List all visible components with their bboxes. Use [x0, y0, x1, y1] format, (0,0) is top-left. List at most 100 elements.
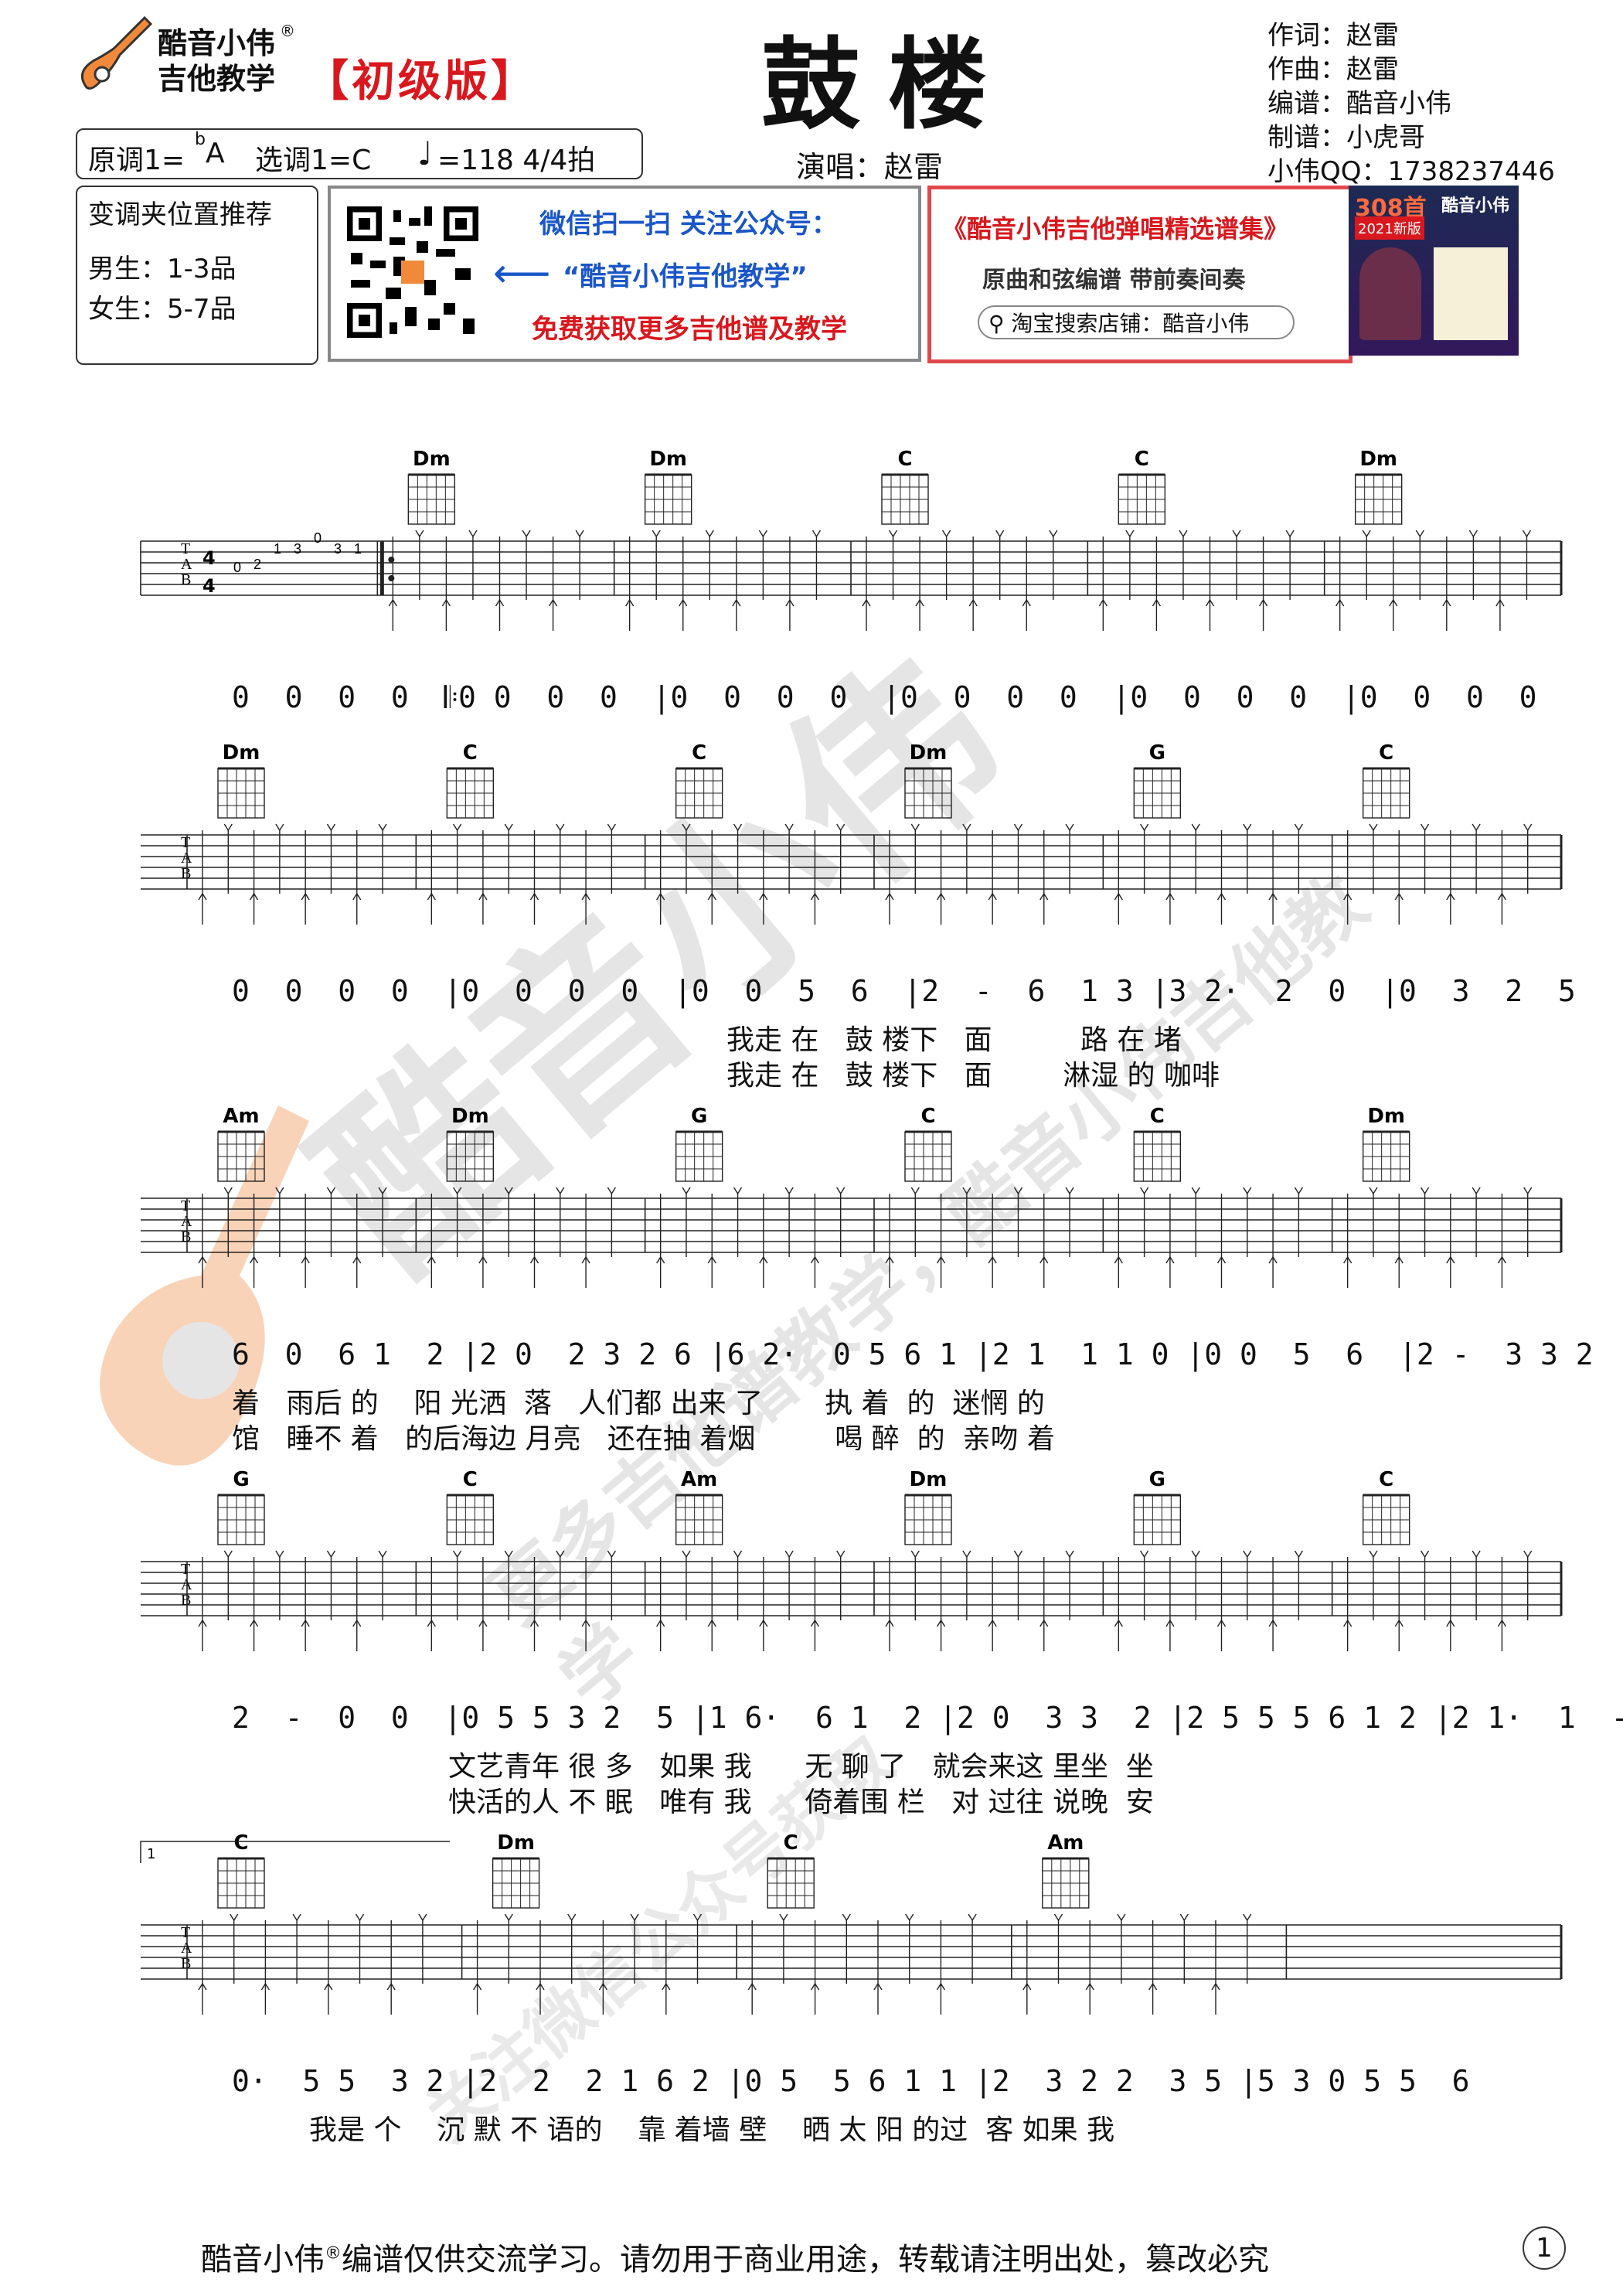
chord-diagram: C [1362, 1469, 1410, 1545]
chord-diagram: Dm [904, 742, 952, 819]
chord-diagram: C [1118, 448, 1166, 525]
qr-code-icon [343, 203, 482, 342]
capo-male: 男生：1-3品 [88, 254, 236, 284]
chord-diagram: G [675, 1105, 723, 1182]
system-3: TABAmDmGCCDm6 0 6 1 2 |2 0 2 3 2 6 |6 2·… [0, 1105, 1623, 1461]
promo-box: 《酷音小伟吉他弹唱精选谱集》 原曲和弦编谱 带前奏间奏 ⚲ 淘宝搜索店铺：酷音小… [927, 186, 1352, 363]
chord-name: C [1379, 742, 1393, 765]
intro-fret-number: 3 [294, 541, 301, 557]
chord-diagram: C [217, 1832, 265, 1909]
tab-clef-letter: T [181, 1197, 190, 1214]
book-panel [1434, 247, 1508, 340]
page-number: 1 [1523, 2226, 1566, 2270]
tab-clef-letter: T [181, 834, 190, 851]
chord-diagram: G [1133, 1469, 1182, 1545]
promo-title: 《酷音小伟吉他弹唱精选谱集》 [942, 214, 1289, 244]
tab-clef-letter: B [181, 1592, 191, 1609]
footer-brand: 酷音小伟 [201, 2242, 325, 2277]
chord-diagram: Dm [446, 1105, 495, 1182]
lyric-line-2: 我走 在 鼓 楼下 面 淋湿 的 咖啡 [726, 1060, 1220, 1092]
footer: 酷音小伟®编谱仅供交流学习。请勿用于商业用途，转载请注明出处，篡改必究 [201, 2234, 1269, 2279]
system-1: T A B Dm Dm C C Dm 0 2 1 3 0 3 1 4 4 0 0 0 0 𝄆0 0 0 0 |0 … [0, 448, 1623, 804]
jianpu-line: 0 0 0 0 |0 0 0 0 |0 0 5 6 |2 - 6 1 3 |3 … [232, 974, 1576, 1008]
chord-diagram: C [1362, 742, 1410, 819]
taobao-search[interactable]: ⚲ 淘宝搜索店铺：酷音小伟 [978, 305, 1295, 339]
chord-diagram: G [217, 1469, 265, 1545]
jianpu-line: 0· 5 5 3 2 |2 2 2 1 6 2 |0 5 5 6 1 1 |2 … [232, 2064, 1470, 2098]
chord-diagram: C [1133, 1105, 1182, 1182]
tab-staff: TABGCAmDmGC [141, 1469, 1563, 1651]
lyric-line-2: 快活的人 不 眠 唯有 我 倚着围 栏 对 过往 说晚 安 [448, 1787, 1154, 1818]
time-sig-bottom: 4 [202, 575, 216, 597]
chord-diagram: C [904, 1105, 952, 1182]
original-note: A [206, 138, 225, 169]
guitar-logo-icon [80, 15, 153, 90]
chord-name: Dm [1367, 1105, 1405, 1128]
lyric-line-1: 我走 在 鼓 楼下 面 路 在 堵 [726, 1024, 1182, 1056]
chord-diagram: C [767, 1832, 815, 1909]
jianpu-line: 0 0 0 0 𝄆0 0 0 0 |0 0 0 0 |0 0 0 0 |0 0 … [232, 680, 1537, 714]
tab-clef-letter: T [181, 540, 190, 557]
chord-diagram: G [1133, 742, 1182, 819]
time-sig-top: 4 [202, 547, 216, 569]
credit-lyricist: 作词：赵雷 [1267, 20, 1399, 51]
intro-fret-number: 3 [334, 541, 342, 557]
tab-clef-letter: T [181, 1924, 190, 1941]
wechat-line-3: 免费获取更多吉他谱及教学 [532, 314, 847, 345]
capo-box: 变调夹位置推荐 男生：1-3品 女生：5-7品 [76, 186, 318, 365]
song-title: 鼓楼 [761, 27, 1016, 143]
capo-female: 女生：5-7品 [88, 294, 236, 325]
book-portrait [1359, 247, 1421, 340]
tab-clef-letter: B [181, 1955, 191, 1972]
chord-name: Dm [910, 742, 948, 765]
logo: 酷音小伟 ® 吉他教学 [71, 14, 303, 107]
chord-name: C [920, 1105, 935, 1128]
chord-diagram: Am [675, 1469, 723, 1545]
tempo: =118 4/4拍 [437, 145, 596, 176]
quarter-note-icon: ♩ [417, 135, 433, 172]
intro-fret-number: 0 [314, 530, 322, 546]
intro-fret-number: 1 [354, 541, 362, 557]
system-2: TABDmCCDmGC0 0 0 0 |0 0 0 0 |0 0 5 6 |2 … [0, 742, 1623, 1098]
wechat-line-1: 微信扫一扫 关注公众号： [539, 209, 838, 240]
tab-clef-letter: B [181, 1228, 191, 1245]
arrow-left-icon: ⟵ [493, 250, 551, 297]
logo-line-2: 吉他教学 [158, 62, 276, 96]
jianpu-line: 2 - 0 0 |0 5 5 3 2 5 |1 6· 6 1 2 |2 0 3 … [232, 1701, 1623, 1735]
wechat-box: ⟵ 微信扫一扫 关注公众号： “酷音小伟吉他教学” 免费获取更多吉他谱及教学 [328, 186, 921, 362]
chord-name: Dm [910, 1469, 948, 1491]
chord-name: G [233, 1469, 249, 1491]
chord-name: C [233, 1832, 248, 1855]
credit-arranger: 编谱：酷音小伟 [1267, 88, 1451, 119]
wechat-line-2: “酷音小伟吉他教学” [563, 261, 808, 292]
intro-fret-number: 2 [253, 557, 261, 572]
jianpu-line: 6 0 6 1 2 |2 0 2 3 2 6 |6 2· 0 5 6 1 |2 … [232, 1337, 1594, 1371]
key-info: 原调1= b A 选调1=C ♩ =118 4/4拍 [76, 128, 643, 179]
lyric-line-1: 着 雨后 的 阳 光洒 落 人们都 出来 了 执 着 的 迷惘 的 [232, 1388, 1045, 1419]
system-4: TABGCAmDmGC2 - 0 0 |0 5 5 3 2 5 |1 6· 6 … [0, 1469, 1623, 1824]
chord-diagram: Dm [217, 742, 265, 819]
chord-diagram: C [881, 448, 929, 525]
lyric-line-1: 我是 个 沉 默 不 语的 靠 着墙 壁 晒 太 阳 的过 客 如果 我 [309, 2114, 1115, 2146]
credit-qq: 小伟QQ：1738237446 [1267, 156, 1555, 187]
chord-diagram: Am [217, 1105, 265, 1182]
footer-mark: ® [325, 2243, 342, 2264]
footer-notice: 编谱仅供交流学习。请勿用于商业用途，转载请注明出处，篡改必究 [342, 2242, 1269, 2277]
chord-name: Dm [413, 448, 451, 471]
lyric-line-2: 馆 睡不 着 的后海边 月亮 还在抽 着烟 喝 醉 的 亲吻 着 [232, 1423, 1055, 1455]
search-icon: ⚲ [988, 311, 1005, 336]
chord-diagram: Dm [644, 448, 692, 525]
capo-title: 变调夹位置推荐 [88, 199, 272, 230]
chord-name: G [691, 1105, 707, 1128]
chord-name: C [1135, 448, 1149, 471]
promo-subtitle: 原曲和弦编谱 带前奏间奏 [982, 267, 1246, 294]
chord-diagram: C [446, 742, 495, 819]
chord-name: Dm [497, 1832, 535, 1855]
credit-transcriber: 制谱：小虎哥 [1267, 122, 1425, 153]
volta-number: 1 [147, 1846, 155, 1862]
chord-name: C [1379, 1469, 1393, 1491]
chord-name: G [1149, 742, 1165, 765]
chord-name: C [1150, 1105, 1165, 1128]
chord-diagram: Dm [407, 448, 456, 525]
